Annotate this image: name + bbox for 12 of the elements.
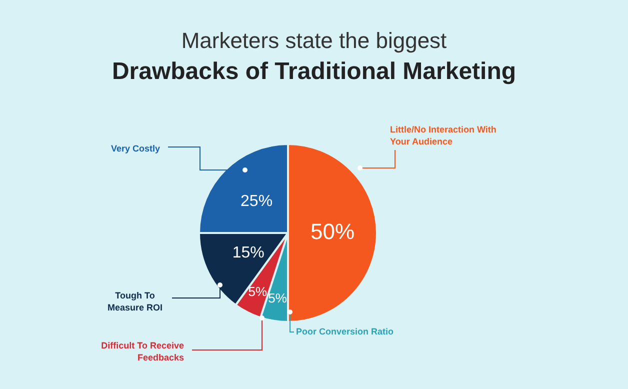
slice-label: Poor Conversion Ratio [296, 326, 394, 336]
slice-label: Difficult To Receive Feedbacks [101, 340, 184, 362]
data-label: 50% [310, 219, 355, 244]
slice-label: Little/No Interaction With Your Audience [390, 124, 496, 146]
data-label: 5% [268, 290, 288, 306]
slice-label: Tough To Measure ROI [107, 290, 163, 312]
data-label: 5% [248, 284, 268, 300]
chart-subtitle: Drawbacks of Traditional Marketing [110, 58, 518, 86]
slice-label: Very Costly [110, 143, 160, 154]
data-label: 15% [232, 244, 264, 262]
data-label: 25% [240, 192, 273, 210]
chart-title: Marketers state the biggest [180, 28, 448, 54]
